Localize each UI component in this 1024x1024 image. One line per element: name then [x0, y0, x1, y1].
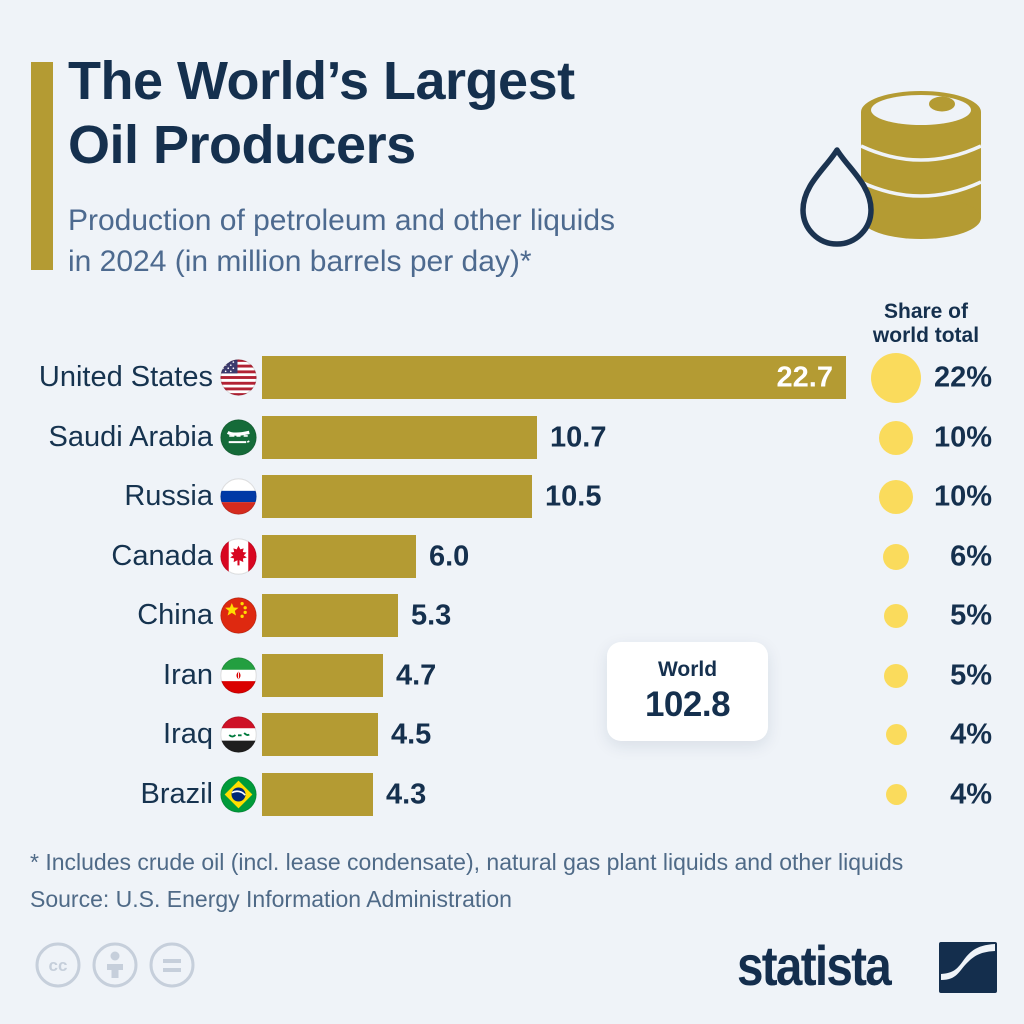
- saudi-arabia-flag-icon: [220, 419, 257, 456]
- world-total-value: 102.8: [644, 685, 731, 724]
- title-line-2: Oil Producers: [68, 114, 416, 175]
- country-label: United States: [38, 361, 213, 393]
- bar-value: 5.3: [411, 599, 452, 631]
- share-bubble: [884, 663, 908, 688]
- chart-row-china: China 5.3 5%: [0, 594, 1024, 637]
- title-accent-bar: [31, 62, 53, 270]
- share-percent: 10%: [933, 421, 992, 453]
- subtitle-line-1: Production of petroleum and other liquid…: [68, 204, 616, 237]
- chart-row-canada: Canada 6.0 6%: [0, 535, 1024, 578]
- russia-flag-icon: [220, 478, 257, 515]
- bar-china: 5.3: [262, 594, 451, 637]
- iran-flag-icon: [220, 657, 257, 694]
- bar-value: 10.5: [545, 480, 602, 512]
- bar-united-states: 22.7: [262, 356, 846, 399]
- bar-saudi-arabia: 10.7: [262, 416, 606, 459]
- iraq-flag-icon: [220, 716, 257, 753]
- share-percent: 5%: [950, 599, 992, 631]
- bar-value: 4.7: [396, 659, 437, 691]
- page-subtitle: Production of petroleum and other liquid…: [68, 200, 615, 283]
- country-label: Russia: [124, 480, 213, 512]
- bar-value: 4.5: [391, 718, 432, 750]
- country-label: Iran: [163, 659, 213, 691]
- chart-row-iraq: Iraq 4.5 4%: [0, 713, 1024, 756]
- world-total-card: World 102.8: [607, 642, 768, 741]
- share-bubble: [879, 420, 913, 455]
- bar-brazil: 4.3: [262, 773, 426, 816]
- share-bubble: [885, 724, 907, 745]
- footnote: * Includes crude oil (incl. lease conden…: [30, 849, 904, 875]
- bar-russia: 10.5: [262, 475, 601, 518]
- share-percent: 5%: [950, 659, 992, 691]
- country-label: Iraq: [163, 718, 213, 750]
- chart-row-saudi-arabia: Saudi Arabia 10.7 10%: [0, 416, 1024, 459]
- world-total-label: World: [657, 658, 718, 681]
- share-percent: 22%: [933, 361, 992, 393]
- chart-row-russia: Russia 10.5 10%: [0, 475, 1024, 518]
- bar-value: 4.3: [386, 778, 427, 810]
- united-states-flag-icon: [220, 359, 257, 396]
- equals-icon: [163, 959, 181, 972]
- share-bubble: [885, 784, 907, 805]
- share-bubble: [884, 603, 908, 628]
- statista-wordmark: statista: [737, 934, 892, 997]
- chart-row-united-states: United States 22.7 22%: [0, 352, 1024, 403]
- bar-iraq: 4.5: [262, 713, 431, 756]
- share-percent: 4%: [950, 778, 992, 810]
- cc-icon: cc: [49, 956, 68, 975]
- share-header-line-1: Share of: [883, 300, 969, 323]
- brazil-flag-icon: [220, 776, 257, 813]
- subtitle-line-2: in 2024 (in million barrels per day)*: [68, 245, 532, 279]
- creative-commons-license-icons: cc: [34, 941, 206, 994]
- attribution-person-icon: [107, 951, 123, 978]
- country-label: China: [137, 599, 213, 631]
- bar-iran: 4.7: [262, 654, 436, 697]
- title-line-1: The World’s Largest: [68, 51, 575, 111]
- svg-text:cc: cc: [49, 956, 68, 975]
- source-line: Source: U.S. Energy Information Administ…: [30, 886, 512, 912]
- share-percent: 10%: [933, 480, 992, 512]
- share-column-header: Share of world total: [858, 300, 994, 348]
- china-flag-icon: [220, 597, 257, 634]
- share-header-line-2: world total: [872, 323, 980, 347]
- share-bubble: [871, 352, 921, 403]
- page-title: The World’s Largest Oil Producers: [68, 50, 575, 177]
- bar-canada: 6.0: [262, 535, 469, 578]
- country-label: Canada: [111, 540, 213, 572]
- oil-barrel-droplet-icon: [793, 70, 1011, 271]
- bar-value: 10.7: [550, 421, 607, 453]
- country-label: Brazil: [140, 778, 213, 810]
- bar-value: 22.7: [776, 361, 833, 393]
- country-label: Saudi Arabia: [48, 421, 213, 453]
- chart-row-iran: Iran 4.7 5%: [0, 654, 1024, 697]
- share-percent: 6%: [950, 540, 992, 572]
- statista-logo-icon: [939, 942, 997, 998]
- chart-row-brazil: Brazil 4.3 4%: [0, 773, 1024, 816]
- canada-flag-icon: [220, 538, 257, 575]
- share-bubble: [883, 543, 909, 570]
- bar-value: 6.0: [429, 540, 470, 572]
- share-percent: 4%: [950, 718, 992, 750]
- share-bubble: [879, 479, 913, 514]
